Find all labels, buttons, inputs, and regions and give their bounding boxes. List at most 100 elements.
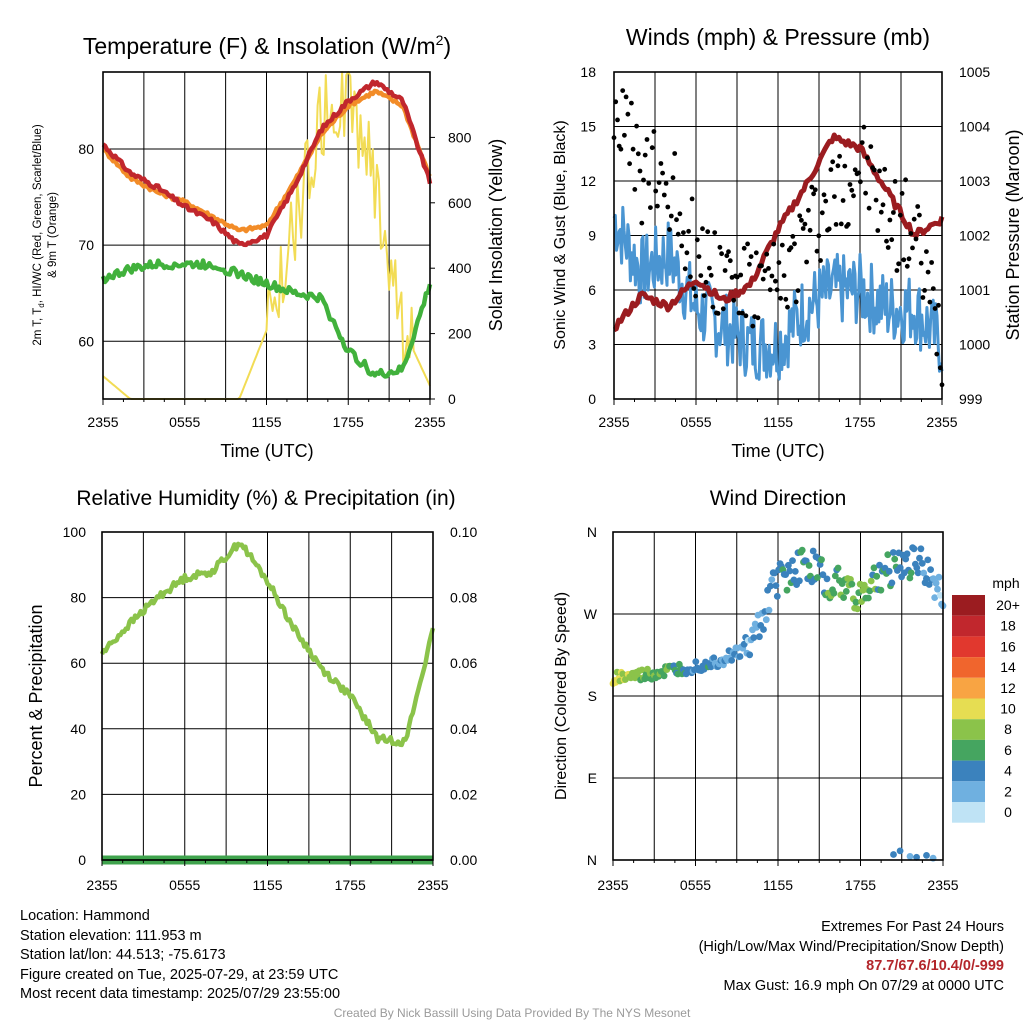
x-tick-label: 2355	[86, 877, 117, 893]
speed-legend-label: 8	[1004, 721, 1012, 737]
insolation-y-tick-label: 0	[448, 391, 456, 407]
gust-point	[783, 296, 789, 302]
winds-y-tick-label: 6	[588, 282, 596, 298]
direction-point	[924, 556, 932, 564]
gust-point	[901, 257, 907, 263]
x-tick-label: 1755	[844, 414, 875, 430]
humidity-y-tick-label: 0	[78, 852, 86, 868]
gust-point	[799, 217, 804, 223]
x-tick-label: 2355	[926, 414, 957, 430]
temperature-panel: Temperature (F) & Insolation (W/m2) 60 70…	[32, 32, 506, 461]
gust-point	[911, 216, 917, 222]
insolation-y-label: Solar Insolation (Yellow)	[486, 139, 506, 331]
gust-point	[835, 163, 841, 169]
direction-point	[809, 547, 817, 555]
gust-point	[936, 302, 941, 308]
gust-point	[672, 151, 678, 156]
wind-direction-title: Wind Direction	[710, 487, 847, 510]
x-tick-label: 2355	[927, 877, 958, 893]
gust-point	[693, 293, 698, 299]
gust-point	[655, 203, 660, 209]
extremes-values: 87.7/67.6/10.4/0/-999	[866, 958, 1004, 974]
gust-point	[622, 132, 627, 138]
winds-y-tick-label: 0	[588, 391, 596, 407]
direction-point	[848, 580, 856, 588]
direction-point	[736, 653, 744, 660]
gust-point	[771, 241, 777, 247]
gust-point	[906, 256, 912, 262]
pressure-y-label: Station Pressure (Maroon)	[1003, 129, 1023, 340]
direction-point	[907, 569, 915, 577]
gust-point	[731, 297, 737, 303]
gust-point	[830, 159, 836, 165]
gust-point	[904, 263, 910, 269]
gust-point	[632, 187, 638, 192]
direction-point	[789, 557, 796, 564]
gust-point	[734, 274, 740, 280]
humidity-y-tick-label: 20	[70, 786, 86, 802]
gust-point	[738, 272, 744, 278]
series-line-9m	[102, 88, 432, 234]
gust-point	[684, 250, 690, 256]
direction-point	[814, 574, 821, 581]
gust-point	[691, 286, 697, 291]
direction-point	[762, 616, 770, 624]
speed-legend-swatch	[952, 595, 985, 616]
gust-point	[700, 226, 705, 232]
x-tick-label: 0555	[680, 877, 711, 893]
direction-point	[920, 569, 928, 577]
precipitation-y-tick-label: 0.08	[450, 590, 477, 606]
direction-point	[865, 594, 872, 602]
speed-legend-swatch	[952, 739, 985, 761]
gust-point	[701, 293, 707, 298]
precipitation-y-tick-label: 0.02	[450, 786, 477, 802]
gust-point	[812, 187, 818, 193]
gust-point	[623, 94, 629, 100]
pressure-y-tick-label: 1005	[959, 64, 990, 80]
extremes-title: Extremes For Past 24 Hours	[821, 919, 1004, 935]
gust-point	[885, 245, 891, 250]
speed-legend-label: 4	[1004, 763, 1012, 779]
gust-point	[726, 249, 731, 255]
gust-point	[868, 144, 874, 150]
x-tick-label: 0555	[680, 414, 711, 430]
gust-point	[851, 193, 856, 199]
gust-point	[819, 210, 825, 216]
gust-point	[908, 231, 914, 236]
gust-point	[842, 163, 848, 169]
direction-point	[918, 560, 926, 567]
pressure-y-tick-label: 1000	[959, 337, 990, 353]
direction-point	[889, 549, 897, 556]
x-tick-label: 2355	[414, 414, 445, 430]
gust-point	[635, 151, 641, 157]
gust-point	[682, 266, 688, 272]
gust-point	[681, 230, 686, 236]
gust-point	[915, 204, 921, 209]
winds-y-tick-label: 9	[588, 228, 596, 244]
gust-point	[615, 117, 620, 123]
gust-point	[745, 241, 750, 247]
x-tick-label: 0555	[169, 877, 200, 893]
gust-point	[698, 273, 704, 278]
station-elevation: Station elevation: 111.953 m	[20, 927, 202, 944]
direction-point	[818, 556, 825, 564]
x-tick-label: 1755	[845, 877, 876, 893]
gust-point	[811, 191, 816, 197]
gust-point	[866, 205, 872, 211]
wind-direction-x-ticks: 2355 0555 1155 1755 2355	[597, 860, 959, 893]
gust-point	[618, 146, 624, 152]
precipitation-y-tick-label: 0.00	[450, 852, 477, 868]
gust-point	[660, 170, 665, 176]
speed-legend-label: 14	[1000, 659, 1016, 675]
gust-point	[705, 229, 711, 235]
gust-point	[878, 209, 884, 215]
gust-point	[736, 310, 742, 316]
gust-point	[724, 253, 730, 259]
gust-point	[630, 146, 636, 152]
temperature-y-tick-label: 80	[78, 141, 94, 157]
direction-point	[896, 564, 904, 572]
direction-point	[916, 554, 923, 562]
gust-point	[712, 230, 718, 236]
gust-point	[785, 304, 790, 310]
